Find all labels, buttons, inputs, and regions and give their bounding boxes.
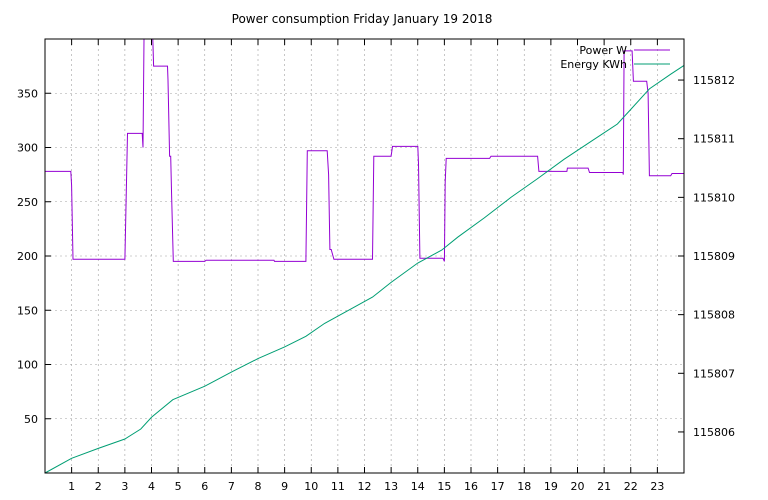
- x-tick-label: 4: [148, 480, 155, 493]
- y-right-tick-label: 115806: [693, 426, 735, 439]
- x-tick-label: 2: [95, 480, 102, 493]
- y-right-tick-label: 115810: [693, 191, 735, 204]
- grid-lines: [45, 39, 684, 473]
- x-tick-label: 23: [650, 480, 664, 493]
- legend-label: Power W: [579, 44, 627, 57]
- x-tick-label: 7: [228, 480, 235, 493]
- series-line-energy: [44, 64, 685, 474]
- y-left-tick-label: 300: [17, 142, 38, 155]
- x-tick-label: 12: [358, 480, 372, 493]
- y-left-tick-label: 350: [17, 87, 38, 100]
- y-left-tick-label: 200: [17, 250, 38, 263]
- x-tick-label: 5: [175, 480, 182, 493]
- x-tick-label: 19: [544, 480, 558, 493]
- y-left-tick-label: 150: [17, 304, 38, 317]
- x-axis: 1 2 3 4 5 6 7 8 9 10 11 12 13 14 15 16 17 18 19 20 21 22 23: [68, 39, 664, 493]
- x-tick-label: 17: [491, 480, 505, 493]
- x-tick-label: 3: [121, 480, 128, 493]
- x-tick-label: 16: [464, 480, 478, 493]
- x-tick-label: 18: [517, 480, 531, 493]
- x-tick-label: 1: [68, 480, 75, 493]
- x-tick-label: 13: [384, 480, 398, 493]
- chart-title: Power consumption Friday January 19 2018: [232, 12, 493, 26]
- y-right-tick-label: 115807: [693, 367, 735, 380]
- y-right-tick-label: 115812: [693, 74, 735, 87]
- x-tick-label: 15: [437, 480, 451, 493]
- y-right-tick-label: 115811: [693, 133, 735, 146]
- x-tick-label: 8: [255, 480, 262, 493]
- y-axis-right: 115806 115807 115808 115809 115810 115811 1158…: [678, 74, 735, 439]
- y-right-tick-label: 115809: [693, 250, 735, 263]
- x-tick-label: 6: [201, 480, 208, 493]
- x-tick-label: 14: [411, 480, 425, 493]
- y-left-tick-label: 50: [24, 413, 38, 426]
- x-tick-label: 21: [597, 480, 611, 493]
- y-left-tick-label: 250: [17, 196, 38, 209]
- x-tick-label: 20: [571, 480, 585, 493]
- y-left-tick-label: 100: [17, 359, 38, 372]
- y-axis-left: 50 100 150 200 250 300 350: [17, 87, 51, 426]
- x-tick-label: 10: [304, 480, 318, 493]
- legend-label: Energy KWh: [560, 58, 627, 71]
- x-tick-label: 11: [331, 480, 345, 493]
- x-tick-label: 22: [624, 480, 638, 493]
- x-tick-label: 9: [281, 480, 288, 493]
- y-right-tick-label: 115808: [693, 309, 735, 322]
